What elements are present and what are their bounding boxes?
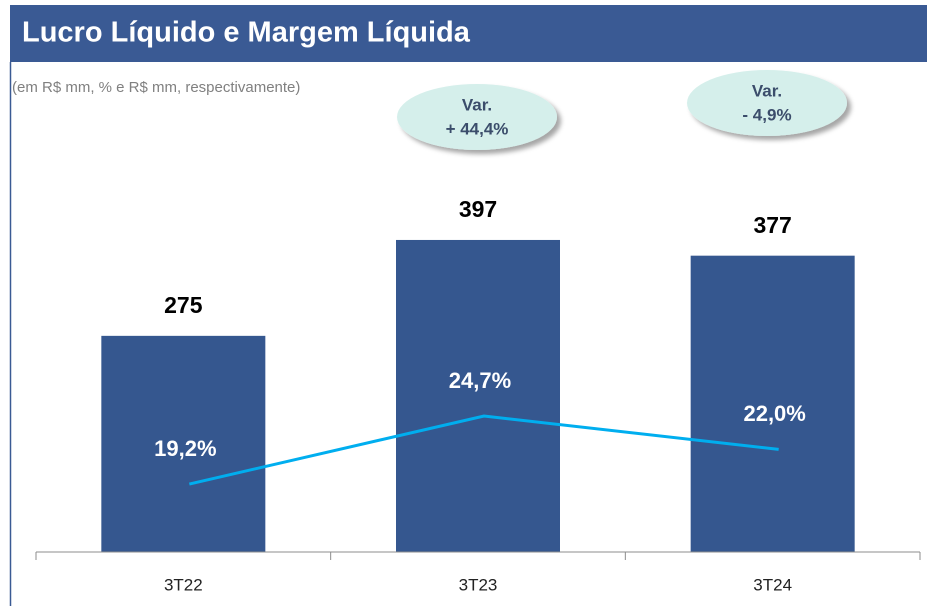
margin-line bbox=[188, 414, 779, 486]
bar bbox=[101, 335, 266, 552]
line-value-label: 24,7% bbox=[449, 368, 511, 393]
bar-value-label: 377 bbox=[753, 212, 791, 238]
bar-value-label: 397 bbox=[459, 196, 497, 222]
x-tick-label: 3T24 bbox=[753, 575, 792, 594]
bar bbox=[396, 239, 560, 552]
bar bbox=[690, 255, 855, 553]
variation-text: Var. bbox=[462, 95, 492, 114]
variation-text: Var. bbox=[752, 81, 782, 100]
line-value-label: 19,2% bbox=[154, 436, 216, 461]
x-tick-label: 3T23 bbox=[459, 575, 498, 594]
header-band bbox=[10, 5, 927, 62]
variation-bubble bbox=[397, 84, 557, 150]
line-value-label: 22,0% bbox=[743, 401, 805, 426]
variation-text: - 4,9% bbox=[742, 105, 791, 124]
chart-title: Lucro Líquido e Margem Líquida bbox=[22, 17, 471, 49]
bar-value-label: 275 bbox=[164, 292, 203, 318]
x-tick-label: 3T22 bbox=[164, 575, 203, 594]
variation-text: + 44,4% bbox=[446, 119, 509, 138]
variation-bubble bbox=[687, 70, 847, 136]
chart-subtitle: (em R$ mm, % e R$ mm, respectivamente) bbox=[12, 79, 300, 96]
